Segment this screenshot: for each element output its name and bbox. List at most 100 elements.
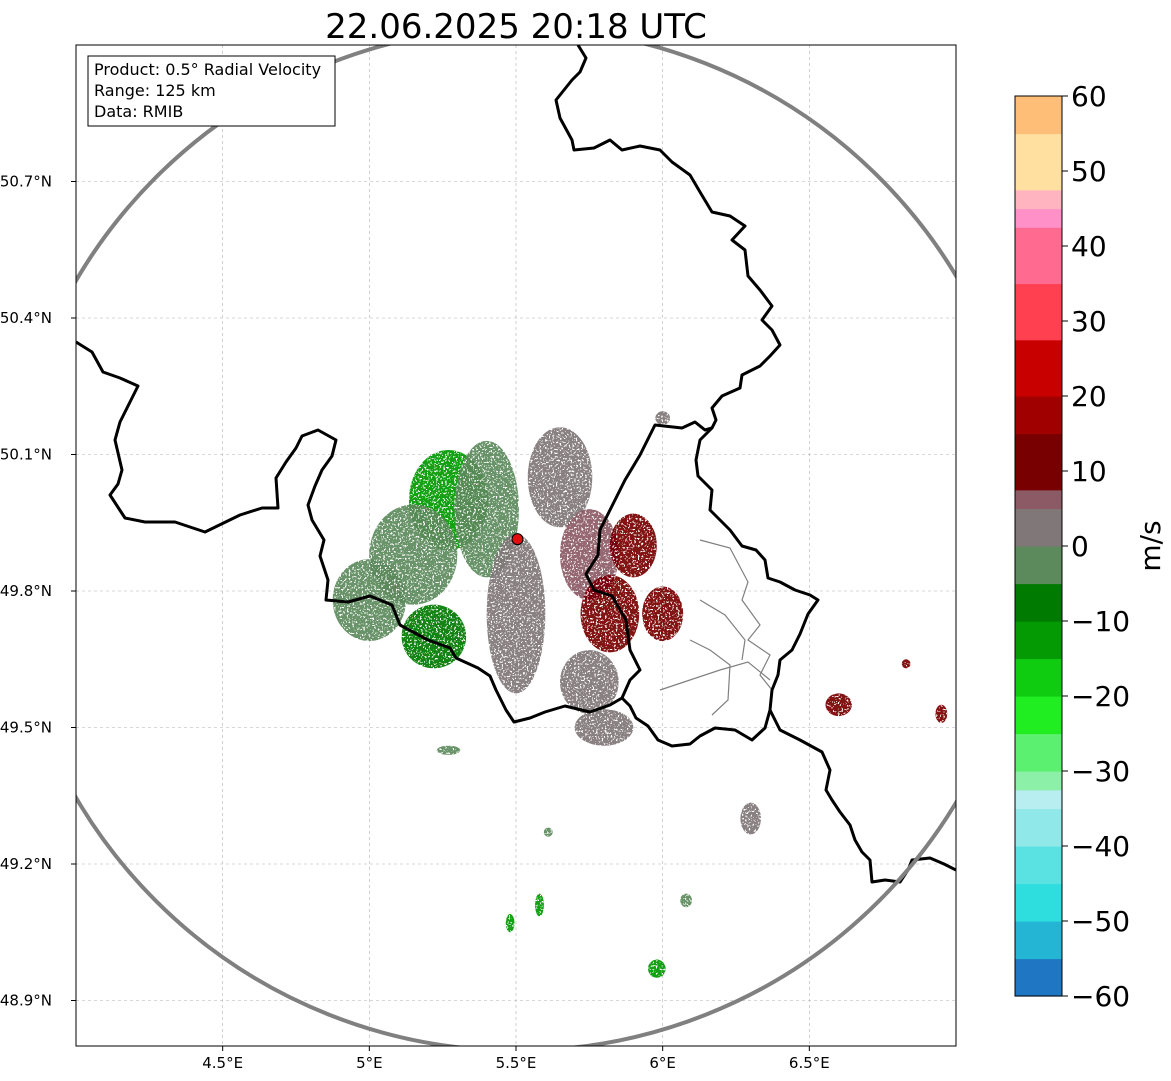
x-tick-label: 5°E xyxy=(356,1054,383,1072)
radar-echo xyxy=(580,575,640,653)
info-box: Product: 0.5° Radial Velocity Range: 125… xyxy=(87,55,336,127)
radar-echo xyxy=(332,559,407,642)
country-border-north xyxy=(554,45,820,748)
colorbar-ticks: 60 50 40 30 20 10 0 −10 −20 −30 −40 −50 −60 xyxy=(1062,80,1130,1013)
colorbar-band xyxy=(1015,114,1062,135)
radar-echo xyxy=(543,827,553,837)
colorbar-band xyxy=(1015,377,1062,397)
colorbar-tick-label: −10 xyxy=(1071,605,1130,638)
colorbar-band xyxy=(1015,583,1062,603)
info-data-source: Data: RMIB xyxy=(94,102,183,121)
y-tick-label: 50.4°N xyxy=(0,309,52,327)
admin-border-line xyxy=(689,639,731,716)
colorbar-tick-label: 0 xyxy=(1071,530,1089,563)
info-box-frame xyxy=(87,55,336,127)
colorbar-band xyxy=(1015,152,1062,172)
radar-echo xyxy=(560,650,619,714)
admin-borders xyxy=(659,539,773,716)
radar-echo xyxy=(648,959,666,978)
radar-echo xyxy=(609,513,657,578)
x-tick-label: 5.5°E xyxy=(496,1054,537,1072)
colorbar-band xyxy=(1015,489,1062,510)
radar-echo xyxy=(505,914,515,933)
colorbar-band xyxy=(1015,227,1062,247)
colorbar-band xyxy=(1015,471,1062,491)
colorbar-tick-label: 60 xyxy=(1071,80,1107,113)
radar-echo xyxy=(486,534,546,694)
radar-echo xyxy=(825,693,852,717)
colorbar-band xyxy=(1015,714,1062,735)
colorbar-band xyxy=(1015,171,1062,191)
colorbar-band xyxy=(1015,339,1062,360)
y-tick-label: 49.8°N xyxy=(0,582,52,600)
colorbar-band xyxy=(1015,527,1062,547)
colorbar-tick-label: −50 xyxy=(1071,905,1130,938)
colorbar-band xyxy=(1015,208,1062,228)
colorbar-band xyxy=(1015,883,1062,903)
radar-echo xyxy=(935,704,948,723)
y-tick-label: 50.1°N xyxy=(0,446,52,464)
colorbar-tick-label: −60 xyxy=(1071,980,1130,1013)
info-product: Product: 0.5° Radial Velocity xyxy=(94,60,321,79)
admin-border-line xyxy=(659,661,771,691)
colorbar-band xyxy=(1015,902,1062,922)
colorbar-band xyxy=(1015,808,1062,828)
colorbar-band xyxy=(1015,752,1062,772)
y-tick-label: 49.5°N xyxy=(0,719,52,737)
radar-echo xyxy=(655,411,671,425)
colorbar-band xyxy=(1015,189,1062,210)
colorbar-band xyxy=(1015,433,1062,453)
colorbar-band xyxy=(1015,546,1062,566)
radar-echoes xyxy=(332,411,948,978)
colorbar-band xyxy=(1015,939,1062,960)
country-border-west xyxy=(76,340,713,724)
colorbar-label: m/s xyxy=(1134,520,1167,571)
colorbar-tick-label: −30 xyxy=(1071,755,1130,788)
colorbar-band xyxy=(1015,696,1062,716)
radar-echo xyxy=(740,802,761,835)
colorbar-band xyxy=(1015,639,1062,660)
colorbar-band xyxy=(1015,621,1062,641)
colorbar-band xyxy=(1015,133,1062,153)
x-tick-label: 6.5°E xyxy=(789,1054,830,1072)
colorbar-band xyxy=(1015,789,1062,810)
country-border-south-east xyxy=(768,709,956,884)
colorbar-tick-label: −20 xyxy=(1071,680,1130,713)
radar-echo xyxy=(535,893,544,917)
x-tick-label: 6°E xyxy=(649,1054,676,1072)
admin-border-line xyxy=(699,539,773,691)
colorbar-band xyxy=(1015,977,1062,997)
radar-echo xyxy=(901,659,911,669)
radar-echo xyxy=(574,709,634,746)
radar-echo xyxy=(527,427,593,528)
colorbar-tick-label: −40 xyxy=(1071,830,1130,863)
radar-site-marker xyxy=(511,533,524,546)
country-borders xyxy=(76,45,956,884)
colorbar-band xyxy=(1015,246,1062,266)
colorbar-band xyxy=(1015,508,1062,528)
colorbar-band xyxy=(1015,827,1062,847)
admin-border-line xyxy=(699,599,746,661)
colorbar-band xyxy=(1015,414,1062,435)
y-tick-label: 50.7°N xyxy=(0,173,52,191)
colorbar-band xyxy=(1015,602,1062,622)
colorbar-band xyxy=(1015,358,1062,378)
colorbar-band xyxy=(1015,677,1062,697)
colorbar-band xyxy=(1015,658,1062,678)
info-range: Range: 125 km xyxy=(94,81,216,100)
radar-echo xyxy=(436,745,461,755)
colorbar-band xyxy=(1015,452,1062,472)
x-tick-label: 4.5°E xyxy=(202,1054,243,1072)
y-tick-label: 49.2°N xyxy=(0,855,52,873)
colorbar-band xyxy=(1015,846,1062,866)
colorbar-band xyxy=(1015,921,1062,941)
colorbar-band xyxy=(1015,96,1062,116)
colorbar-band xyxy=(1015,733,1062,753)
y-axis: 50.7°N 50.4°N 50.1°N 49.8°N 49.5°N 49.2°N 48.9… xyxy=(0,173,76,1010)
x-axis: 4.5°E 5°E 5.5°E 6°E 6.5°E xyxy=(202,1046,830,1072)
radar-echo xyxy=(642,586,684,642)
colorbar-band xyxy=(1015,564,1062,585)
colorbar-band xyxy=(1015,771,1062,791)
colorbar-tick-label: 30 xyxy=(1071,305,1107,338)
